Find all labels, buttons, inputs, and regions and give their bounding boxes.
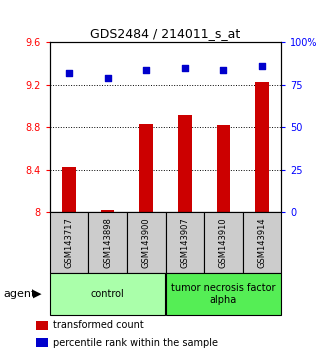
Bar	[178, 115, 192, 212]
Point	[260, 63, 265, 69]
Bar	[166, 273, 281, 315]
Bar	[50, 212, 88, 273]
Point	[144, 67, 149, 73]
Bar	[35, 321, 48, 330]
Bar	[62, 167, 76, 212]
Bar	[88, 212, 127, 273]
Bar	[217, 125, 230, 212]
Text: tumor necrosis factor
alpha: tumor necrosis factor alpha	[171, 283, 276, 305]
Text: GSM143914: GSM143914	[258, 217, 266, 268]
Point	[66, 70, 71, 76]
Point	[221, 67, 226, 73]
Text: ▶: ▶	[33, 289, 42, 299]
Bar	[204, 212, 243, 273]
Point	[105, 75, 110, 81]
Bar	[50, 273, 166, 315]
Bar	[139, 124, 153, 212]
Text: GSM143898: GSM143898	[103, 217, 112, 268]
Text: GSM143910: GSM143910	[219, 217, 228, 268]
Text: percentile rank within the sample: percentile rank within the sample	[53, 338, 218, 348]
Bar	[101, 210, 114, 212]
Text: GSM143907: GSM143907	[180, 217, 189, 268]
Point	[182, 65, 187, 71]
Text: GSM143717: GSM143717	[65, 217, 73, 268]
Bar	[127, 212, 166, 273]
Text: agent: agent	[3, 289, 36, 299]
Bar	[255, 82, 269, 212]
Text: GSM143900: GSM143900	[142, 217, 151, 268]
Bar	[243, 212, 281, 273]
Bar	[35, 338, 48, 347]
Text: control: control	[91, 289, 124, 299]
Bar	[166, 212, 204, 273]
Title: GDS2484 / 214011_s_at: GDS2484 / 214011_s_at	[90, 27, 241, 40]
Text: transformed count: transformed count	[53, 320, 144, 330]
